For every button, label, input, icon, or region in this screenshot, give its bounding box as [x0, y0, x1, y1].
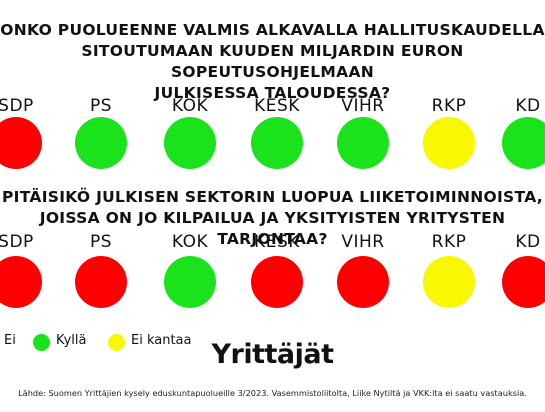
- answer-dot-sdp: [0, 117, 42, 169]
- legend-label-no: Ei: [4, 333, 16, 348]
- legend-label-yes: Kyllä: [56, 333, 87, 348]
- question-1: ONKO PUOLUEENNE VALMIS ALKAVALLA HALLITU…: [0, 20, 545, 104]
- answer-dot-kd: [502, 256, 545, 308]
- party-label-sdp: SDP: [0, 96, 34, 116]
- party-label-sdp: SDP: [0, 232, 34, 252]
- source-note: Lähde: Suomen Yrittäjien kysely eduskunt…: [18, 388, 527, 398]
- answer-dot-kok: [164, 256, 216, 308]
- answer-dot-kok: [164, 117, 216, 169]
- party-label-rkp: RKP: [431, 96, 467, 116]
- party-label-kok: KOK: [171, 232, 209, 252]
- party-label-kd: KD: [515, 232, 541, 252]
- question-2-line-1: PITÄISIKÖ JULKISEN SEKTORIN LUOPUA LIIKE…: [2, 188, 543, 206]
- answer-dot-kd: [502, 117, 545, 169]
- party-label-vihr: VIHR: [341, 232, 385, 252]
- legend-dot-yes: [33, 334, 50, 351]
- party-label-kd: KD: [515, 96, 541, 116]
- answer-dot-kesk: [251, 256, 303, 308]
- party-label-kesk: KESK: [254, 232, 300, 252]
- answer-dot-rkp: [423, 256, 475, 308]
- answer-dot-rkp: [423, 117, 475, 169]
- legend-label-no-stance: Ei kantaa: [131, 333, 192, 348]
- question-2-line-2: JOISSA ON JO KILPAILUA JA YKSITYISTEN YR…: [39, 209, 506, 248]
- answer-dot-ps: [75, 117, 127, 169]
- party-label-kesk: KESK: [254, 96, 300, 116]
- question-1-line-1: ONKO PUOLUEENNE VALMIS ALKAVALLA HALLITU…: [0, 21, 545, 39]
- answer-dot-kesk: [251, 117, 303, 169]
- party-label-ps: PS: [89, 96, 113, 116]
- answer-dot-vihr: [337, 117, 389, 169]
- question-2: PITÄISIKÖ JULKISEN SEKTORIN LUOPUA LIIKE…: [0, 187, 545, 250]
- legend-dot-no-stance: [108, 334, 125, 351]
- party-label-kok: KOK: [171, 96, 209, 116]
- answer-dot-vihr: [337, 256, 389, 308]
- brand-logo: Yrittäjät: [211, 339, 334, 370]
- party-label-vihr: VIHR: [341, 96, 385, 116]
- answer-dot-sdp: [0, 256, 42, 308]
- question-1-line-3: JULKISESSA TALOUDESSA?: [154, 84, 391, 102]
- answer-dot-ps: [75, 256, 127, 308]
- party-label-ps: PS: [89, 232, 113, 252]
- party-label-rkp: RKP: [431, 232, 467, 252]
- question-1-line-2: SITOUTUMAAN KUUDEN MILJARDIN EURON SOPEU…: [81, 42, 464, 81]
